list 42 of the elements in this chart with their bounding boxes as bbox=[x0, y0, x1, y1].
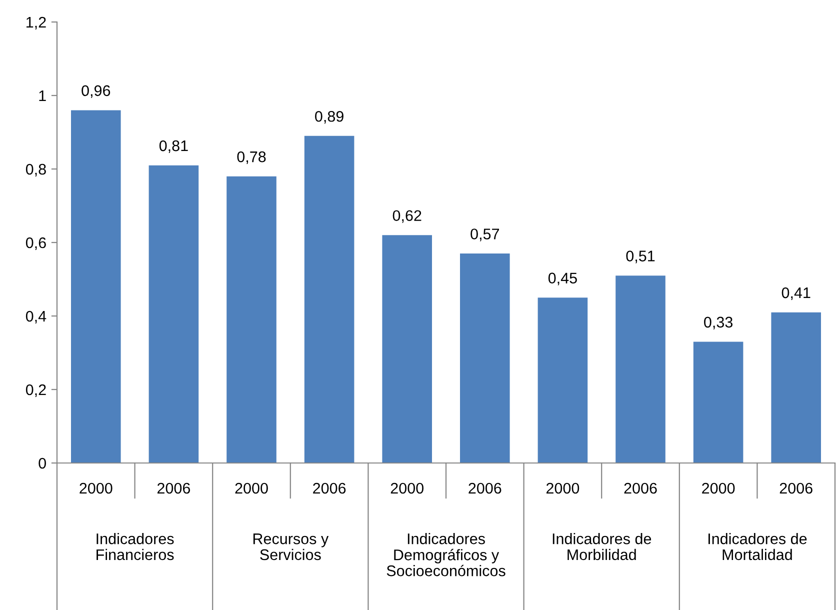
data-label: 0,96 bbox=[82, 85, 110, 98]
bar bbox=[460, 254, 510, 463]
bar bbox=[538, 298, 588, 463]
bar bbox=[771, 312, 821, 463]
data-label: 0,33 bbox=[704, 316, 732, 330]
y-tick-label: 0,4 bbox=[26, 310, 46, 324]
data-label: 0,81 bbox=[159, 140, 188, 153]
text: Indicadores Demográficos y Socioeconómicos bbox=[386, 533, 506, 576]
text: Recursos y Servicios bbox=[253, 534, 329, 560]
x-tick-label: 2006 bbox=[313, 482, 346, 494]
y-tick-label: 0,8 bbox=[26, 164, 46, 176]
data-label: 0,89 bbox=[315, 110, 344, 124]
x-tick-label: 2000 bbox=[546, 482, 580, 494]
bar bbox=[148, 165, 199, 463]
y-tick-label: 0,2 bbox=[26, 384, 46, 397]
text: Indicadores de Mortalidad bbox=[708, 533, 807, 560]
bar bbox=[71, 110, 121, 463]
data-label: 0,51 bbox=[626, 250, 655, 264]
data-label: 0,78 bbox=[237, 151, 266, 164]
x-tick-label: 2000 bbox=[390, 482, 424, 494]
x-tick-label: 2006 bbox=[157, 482, 190, 494]
data-label: 0,41 bbox=[782, 287, 810, 300]
y-tick-label: 1 bbox=[39, 90, 46, 102]
text: Indicadores de Morbilidad bbox=[552, 533, 652, 560]
bar bbox=[226, 176, 276, 463]
data-label: 0,62 bbox=[392, 210, 422, 223]
bar bbox=[304, 136, 354, 463]
data-label: 0,57 bbox=[470, 228, 499, 242]
text: Indicadores Financieros bbox=[96, 533, 174, 560]
x-tick-label: 2000 bbox=[235, 482, 268, 494]
x-tick-label: 2000 bbox=[80, 482, 112, 494]
x-tick-label: 2006 bbox=[624, 482, 657, 494]
bar bbox=[616, 276, 666, 463]
bar bbox=[382, 235, 432, 463]
x-tick-label: 2006 bbox=[780, 482, 812, 494]
data-label: 0,45 bbox=[548, 272, 577, 286]
x-tick-label: 2000 bbox=[702, 482, 735, 494]
y-tick-label: 0,6 bbox=[26, 237, 46, 250]
y-tick-label: 1,2 bbox=[26, 16, 46, 30]
x-tick-label: 2006 bbox=[468, 482, 502, 494]
bar bbox=[693, 342, 744, 463]
y-tick-label: 0 bbox=[38, 458, 46, 469]
